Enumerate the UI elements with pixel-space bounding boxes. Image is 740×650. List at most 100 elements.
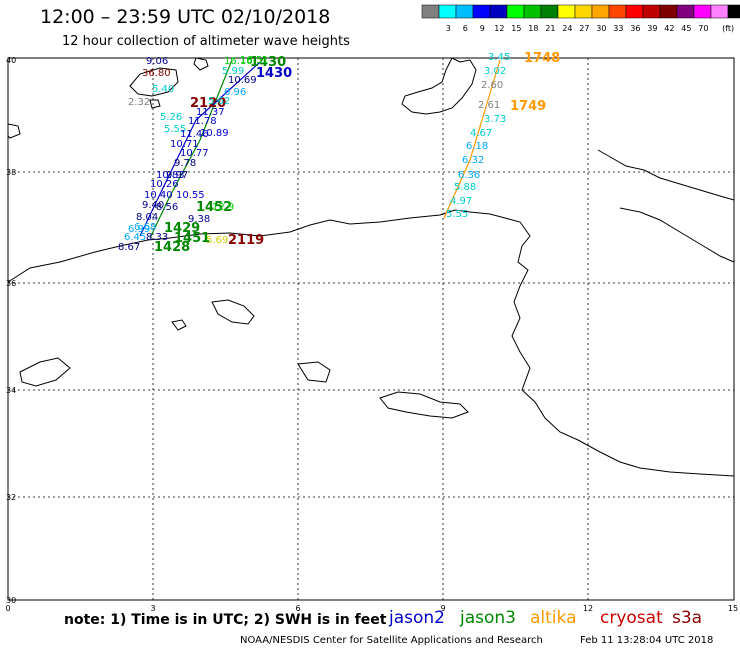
swh-value: 8.33 — [146, 232, 168, 243]
latitude-label: 34 — [6, 386, 16, 395]
track-time-label: 1452 — [196, 200, 232, 215]
longitude-label: 3 — [150, 604, 155, 613]
swh-value: 6.96 — [224, 87, 246, 98]
swh-value: 5.62 — [208, 96, 230, 107]
chart-title: 12:00 – 23:59 UTC 02/10/2018 — [40, 6, 331, 28]
peloponnese-island — [211, 299, 255, 325]
track-time-label: 1430 — [256, 66, 292, 81]
swh-value: 11.78 — [188, 116, 217, 127]
swh-value: 8.56 — [156, 202, 178, 213]
swh-value: 10.83 — [156, 170, 185, 181]
swh-value: 5.99 — [222, 66, 244, 77]
altika-track — [443, 59, 501, 219]
swh-value: 6.18 — [466, 141, 488, 152]
satellite-legend-jason2: jason2 — [389, 608, 445, 628]
legend-value: 42 — [664, 24, 674, 33]
generated-timestamp: Feb 11 13:28:04 UTC 2018 — [580, 635, 714, 646]
north-africa-coast — [7, 209, 735, 477]
swh-value: 11.46 — [180, 129, 209, 140]
latitude-labels: 40 38 36 34 32 30 — [6, 56, 16, 605]
latitude-label: 38 — [6, 168, 16, 177]
satellite-tracks — [139, 59, 501, 239]
swh-value: 9.78 — [174, 158, 196, 169]
legend-swatch — [659, 4, 678, 19]
swh-value: 2.32 — [128, 97, 150, 108]
legend-value: 21 — [545, 24, 555, 33]
swh-value: 2.61 — [478, 100, 500, 111]
track-time-label: 2119 — [228, 233, 264, 248]
swh-value: 5.55 — [446, 209, 468, 220]
legend-swatch — [455, 4, 474, 19]
latitude-label: 32 — [6, 493, 16, 502]
legend-value: 39 — [647, 24, 657, 33]
legend-swatch — [438, 4, 457, 19]
swh-value: 10.71 — [170, 139, 199, 150]
swh-value: 16.16 — [224, 56, 253, 67]
longitude-label: 0 — [5, 604, 10, 613]
swh-value: 5.88 — [454, 182, 476, 193]
swh-value: 9.38 — [188, 214, 210, 225]
longitude-label: 6 — [295, 604, 300, 613]
swh-value: 16.51 — [240, 55, 269, 66]
legend-value: 18 — [528, 24, 538, 33]
swh-value: 3.02 — [484, 66, 506, 77]
legend-swatch — [421, 4, 440, 19]
swh-value: 9.40 — [142, 200, 164, 211]
small-island-a — [171, 319, 187, 331]
legend-swatch — [472, 4, 491, 19]
legend-value: 6 — [463, 24, 468, 33]
chart-subtitle: 12 hour collection of altimeter wave hei… — [62, 34, 350, 49]
swh-value: 8.67 — [118, 242, 140, 253]
jason3-track — [149, 59, 233, 239]
swh-value-labels: 3.45 3.02 2.60 2.61 3.73 4.67 6.18 6.32 6.365.88… — [118, 52, 510, 253]
swh-value: 6.45 — [124, 232, 146, 243]
swh-value: 11.37 — [196, 107, 225, 118]
legend-swatch — [710, 4, 729, 19]
jason2-track — [139, 61, 261, 237]
legend-value: 15 — [511, 24, 521, 33]
legend-value: 3 — [446, 24, 451, 33]
track-time-label: 2120 — [190, 96, 226, 111]
legend-swatch — [642, 4, 661, 19]
mallorca-coast — [129, 67, 179, 97]
legend-value: 24 — [562, 24, 572, 33]
units-note: note: 1) Time is in UTC; 2) SWH is in fe… — [64, 612, 387, 628]
track-time-label: 1428 — [154, 240, 190, 255]
track-time-label: 1748 — [524, 51, 560, 66]
latitude-label: 36 — [6, 279, 16, 288]
swh-value: 10.55 — [176, 190, 205, 201]
legend-value: 33 — [613, 24, 623, 33]
swh-value: 2.60 — [481, 80, 503, 91]
swh-value: 6.68 — [134, 222, 156, 233]
swh-value: 5.55 — [164, 124, 186, 135]
legend-value: 70 — [698, 24, 708, 33]
swh-value: 3.73 — [484, 114, 506, 125]
latitude-label: 40 — [6, 56, 16, 65]
wave-height-color-legend: 3 6 9 12 15 18 21 24 27 30 33 36 39 42 45 70 (ft) — [421, 4, 740, 33]
longitude-label: 12 — [583, 604, 593, 613]
latitude-label: 30 — [6, 596, 16, 605]
legend-swatch — [693, 4, 712, 19]
legend-value: 27 — [579, 24, 589, 33]
legend-swatch — [523, 4, 542, 19]
swh-value: 4.97 — [450, 196, 472, 207]
swh-value: 6.32 — [462, 155, 484, 166]
swh-value: 5.40 — [152, 84, 174, 95]
track-time-label: 1429 — [164, 221, 200, 236]
legend-value: 9 — [480, 24, 485, 33]
swh-value: 10.77 — [180, 148, 209, 159]
legend-swatch — [727, 4, 740, 19]
legend-swatch — [489, 4, 508, 19]
legend-swatch — [676, 4, 695, 19]
coastlines — [7, 57, 735, 477]
swh-value: 9.97 — [166, 170, 188, 181]
swh-value: 12.9 — [212, 202, 234, 213]
eastern-coast-2 — [619, 207, 735, 263]
small-island-b — [297, 361, 331, 383]
legend-value: 30 — [596, 24, 606, 33]
map-frame — [7, 57, 735, 601]
track-time-label: 1451 — [174, 231, 210, 246]
ibiza-coast — [149, 99, 161, 109]
track-time-label: 1749 — [510, 99, 546, 114]
swh-value: 3.45 — [488, 52, 510, 63]
